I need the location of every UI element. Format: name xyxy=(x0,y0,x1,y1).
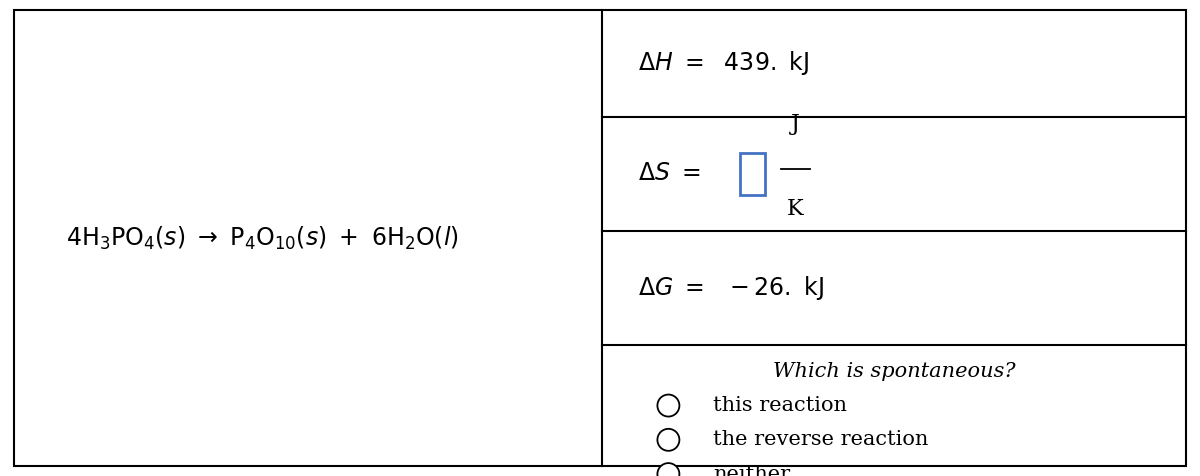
Text: $\Delta H\ =\ \ 439.\ \mathrm{kJ}$: $\Delta H\ =\ \ 439.\ \mathrm{kJ}$ xyxy=(638,49,810,77)
Text: this reaction: this reaction xyxy=(713,396,847,415)
Text: K: K xyxy=(787,198,804,220)
Text: J: J xyxy=(791,113,800,135)
FancyBboxPatch shape xyxy=(14,10,1186,466)
Text: $\Delta G\ =\ \ -26.\ \mathrm{kJ}$: $\Delta G\ =\ \ -26.\ \mathrm{kJ}$ xyxy=(638,274,824,302)
Ellipse shape xyxy=(658,463,679,476)
FancyBboxPatch shape xyxy=(740,153,766,195)
Text: $\Delta S\ =\ $: $\Delta S\ =\ $ xyxy=(638,162,701,185)
Text: $4\mathrm{H_3PO_4}(\mathit{s})\ \rightarrow\ \mathrm{P_4O_{10}}(\mathit{s})\ +\ : $4\mathrm{H_3PO_4}(\mathit{s})\ \rightar… xyxy=(66,224,458,252)
Text: the reverse reaction: the reverse reaction xyxy=(713,430,928,449)
Text: Which is spontaneous?: Which is spontaneous? xyxy=(773,362,1015,381)
Text: neither: neither xyxy=(713,465,790,476)
Ellipse shape xyxy=(658,429,679,451)
Ellipse shape xyxy=(658,395,679,416)
